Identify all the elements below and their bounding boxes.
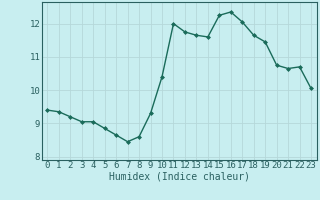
X-axis label: Humidex (Indice chaleur): Humidex (Indice chaleur) — [109, 172, 250, 182]
